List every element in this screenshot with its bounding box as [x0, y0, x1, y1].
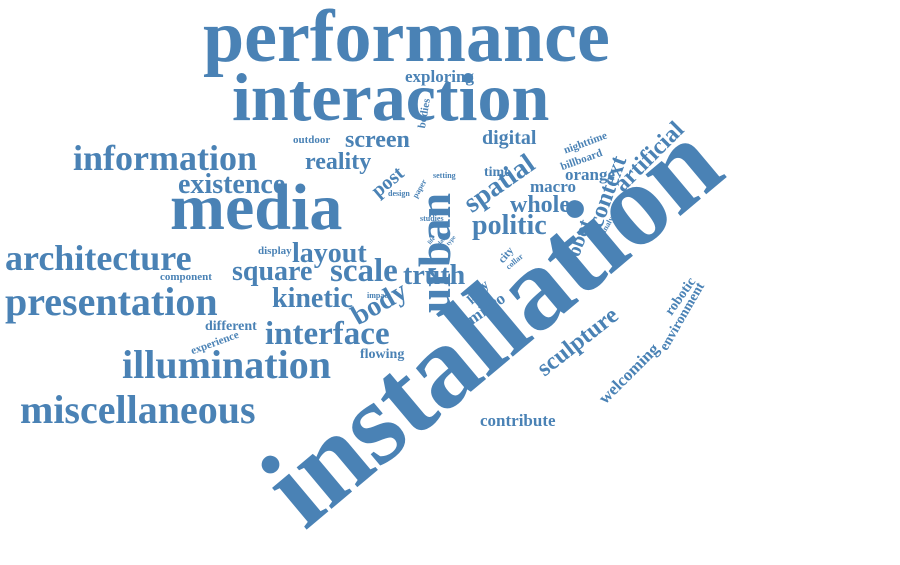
word-scale: scale	[330, 253, 398, 289]
word-urban: urban	[409, 192, 461, 314]
word-performance: performance	[203, 0, 610, 78]
word-information: information	[73, 138, 257, 178]
word-digital: digital	[482, 127, 537, 149]
word-orange: orange	[565, 165, 616, 184]
word-interaction: interaction	[232, 59, 550, 135]
word-exploring: exploring	[405, 67, 474, 86]
word-miscellaneous: miscellaneous	[20, 387, 256, 432]
word-flowing: flowing	[360, 347, 405, 362]
word-kinetic: kinetic	[272, 283, 353, 314]
word-illumination: illumination	[122, 342, 331, 387]
word-display: display	[258, 245, 292, 257]
word-design: design	[388, 189, 410, 198]
word-presentation: presentation	[5, 279, 218, 324]
word-different: different	[205, 319, 257, 334]
word-impact: impact	[367, 291, 391, 300]
word-existence: existence	[178, 169, 286, 200]
word-whole: whole	[510, 192, 570, 218]
word-politic: politic	[472, 210, 547, 241]
word-outdoor: outdoor	[293, 134, 331, 146]
word-contribute: contribute	[480, 411, 556, 430]
word-architecture: architecture	[5, 238, 192, 278]
word-reality: reality	[305, 149, 372, 175]
word-setting: setting	[433, 171, 456, 180]
word-media: media	[170, 171, 343, 244]
word-time: time	[484, 165, 511, 180]
word-welcoming: welcoming	[594, 339, 663, 408]
word-truth: truth	[403, 260, 466, 291]
word-component: component	[160, 271, 212, 283]
word-interface: interface	[265, 316, 390, 352]
word-macro: macro	[530, 177, 576, 196]
word-studies: studies	[420, 214, 444, 223]
word-screen: screen	[345, 127, 410, 153]
word-square: square	[232, 256, 313, 287]
word-layout: layout	[292, 238, 367, 269]
